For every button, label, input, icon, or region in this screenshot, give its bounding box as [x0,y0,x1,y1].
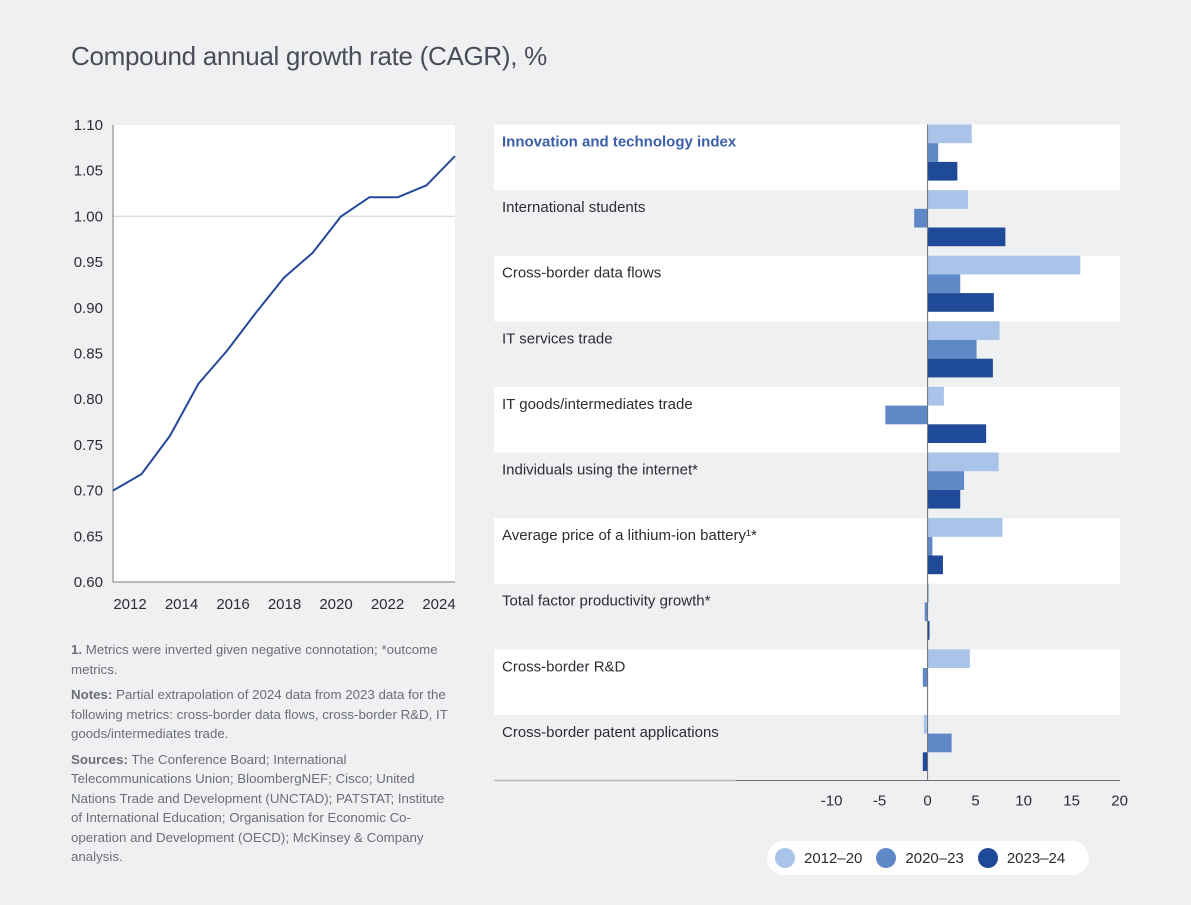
category-label: Innovation and technology index [502,134,737,151]
row-background [494,124,1120,191]
legend-swatch-light-icon [775,848,795,868]
category-label: Average price of a lithium-ion battery¹* [502,527,757,544]
row-background [494,649,1120,715]
sources-label: Sources: [71,751,128,767]
footnotes: 1. Metrics were inverted given negative … [71,640,456,873]
bar [927,536,933,556]
x-tick-label: 0 [923,793,931,810]
bar [927,733,952,753]
bar [927,583,930,603]
bar [927,358,993,378]
bar [927,518,1003,537]
x-tick-label: 5 [971,793,979,810]
y-tick-label: 0.85 [74,346,103,363]
bar [922,668,928,687]
legend-label: 2020–23 [905,849,964,867]
x-tick-label: 2012 [113,596,146,613]
bar [927,227,1006,247]
x-tick-label: 2020 [319,596,352,613]
x-tick-label: 2016 [216,596,249,613]
row-background [494,518,1120,584]
legend-swatch-dark-icon [977,848,998,868]
bar [927,340,977,359]
bar [924,602,928,622]
notes-text: Partial extrapolation of 2024 data from … [71,687,448,741]
bar [927,489,961,509]
bar [922,752,928,771]
y-tick-label: 0.90 [74,300,103,317]
footnote-marker: 1. [71,642,83,657]
y-tick-label: 0.80 [74,391,103,408]
x-tick-label: 2018 [268,596,301,613]
footnote-text: Metrics were inverted given negative con… [71,642,438,677]
y-tick-label: 0.65 [74,528,103,545]
legend: 2012–20 2020–23 2023–24 [767,841,1089,875]
legend-item-2023-24[interactable]: 2023–24 [977,848,1066,868]
bar [923,714,928,734]
row-background [494,386,1120,453]
y-tick-label: 1.10 [74,117,103,134]
category-label: Cross-border R&D [502,658,626,675]
category-label: Individuals using the internet* [502,462,698,479]
category-label: International students [502,199,645,216]
notes-paragraph: Notes: Partial extrapolation of 2024 dat… [71,685,456,744]
bar [927,424,987,443]
bar [927,124,972,144]
x-tick-label: 10 [1015,793,1032,810]
category-label: Total factor productivity growth* [502,593,711,610]
bar [927,293,994,312]
legend-swatch-medium-icon [876,848,897,868]
x-tick-label: 2024 [422,596,455,613]
sources-paragraph: Sources: The Conference Board; Internati… [71,750,456,867]
footnote-1: 1. Metrics were inverted given negative … [71,640,456,679]
chart-title: Compound annual growth rate (CAGR), % [71,41,547,71]
bar [927,274,961,294]
x-tick-label: -5 [873,793,886,810]
bar [927,621,930,640]
legend-label: 2023–24 [1006,849,1066,867]
category-label: IT services trade [502,330,613,347]
x-tick-label: -10 [821,793,843,810]
bar [927,555,943,575]
bar [914,208,928,228]
y-tick-label: 1.00 [74,208,103,225]
bar [927,386,944,406]
y-tick-label: 0.75 [74,437,103,454]
y-tick-label: 0.95 [74,254,103,271]
bar [927,649,970,668]
line-plot-area [113,125,455,582]
bar [927,255,1081,275]
bar [927,321,1000,340]
category-label: IT goods/intermediates trade [502,396,693,413]
x-tick-label: 15 [1063,793,1080,810]
legend-item-2012-20[interactable]: 2012–20 [775,848,862,868]
x-tick-label: 20 [1111,793,1128,810]
bar [927,452,999,472]
line-chart: 0.60 0.65 0.70 0.75 0.80 0.85 0.90 0.95 1.00 1.05… [74,117,456,613]
x-tick-label: 2022 [371,596,404,613]
sources-text: The Conference Board; International Tele… [71,751,445,865]
notes-label: Notes: [71,687,113,702]
x-tick-label: 2014 [165,596,198,613]
bar [927,161,958,181]
bar [927,190,968,209]
legend-label: 2012–20 [804,849,863,867]
bar-chart: Innovation and technology index Internati… [494,124,1128,810]
legend-item-2020-23[interactable]: 2020–23 [876,848,964,868]
bar [927,143,939,162]
category-label: Cross-border patent applications [502,724,719,741]
y-tick-label: 0.70 [74,483,103,500]
y-tick-label: 1.05 [74,163,103,180]
bar [885,405,928,425]
category-label: Cross-border data flows [502,265,661,282]
y-tick-label: 0.60 [74,574,103,591]
bar [927,471,965,490]
